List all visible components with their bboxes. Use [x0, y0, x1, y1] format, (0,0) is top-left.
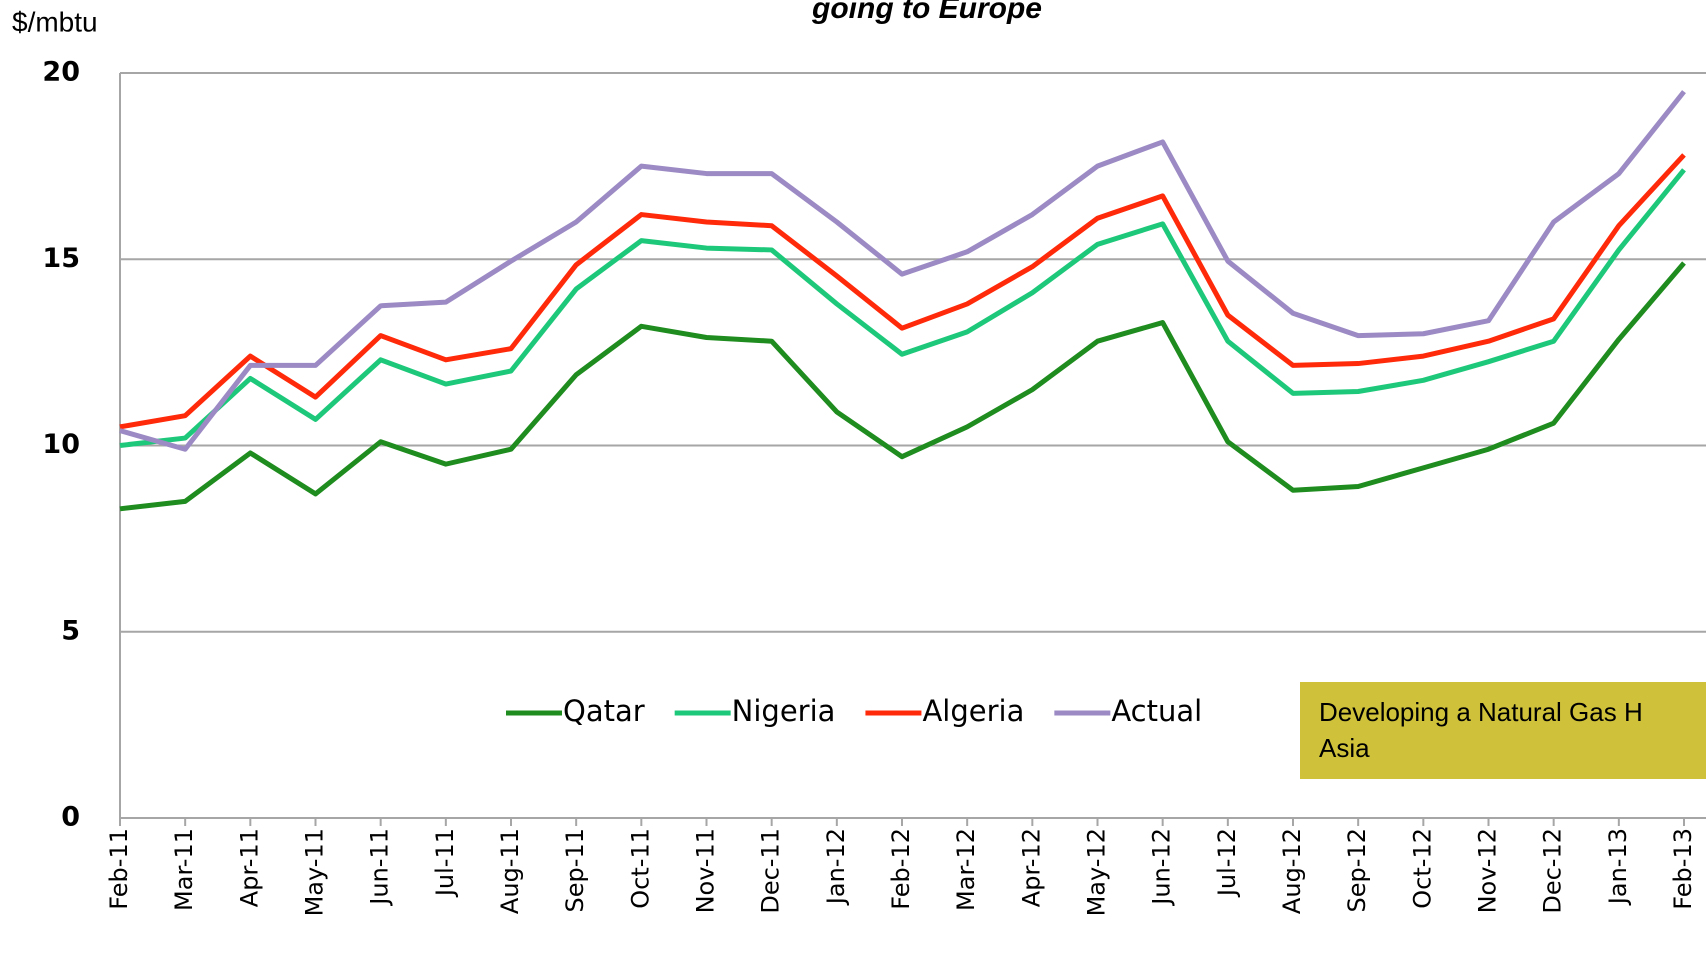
x-tick-label: Oct-11 [626, 828, 654, 909]
x-tick-label: May-12 [1083, 828, 1111, 916]
x-tick-label: Jan-12 [822, 828, 850, 906]
y-tick-label: 0 [61, 802, 80, 833]
legend-label: Nigeria [732, 694, 836, 728]
series-line [119, 261, 1686, 512]
y-tick-label: 5 [61, 615, 80, 646]
series-line [119, 90, 1686, 452]
x-tick-label: Sep-12 [1343, 828, 1371, 912]
x-tick-label: Nov-12 [1474, 828, 1502, 913]
legend-label: Algeria [922, 694, 1024, 728]
legend-label: Qatar [563, 694, 645, 728]
x-tick-label: Apr-12 [1017, 828, 1045, 907]
series-line [119, 168, 1686, 448]
x-tick-label: Apr-11 [235, 828, 263, 907]
x-tick-label: May-11 [301, 828, 329, 916]
x-tick-label: Jul-11 [431, 828, 459, 898]
x-tick-label: Nov-11 [692, 828, 720, 913]
x-tick-label: Jun-11 [366, 828, 394, 907]
x-tick-label: Jan-13 [1604, 828, 1632, 906]
x-tick-label: Dec-12 [1539, 828, 1567, 914]
chart-title: going to Europe [811, 0, 1042, 25]
x-tick-label: Mar-12 [952, 828, 980, 911]
x-tick-label: Mar-11 [170, 828, 198, 911]
x-tick-label: Aug-11 [496, 828, 524, 914]
y-tick-label: 20 [42, 57, 80, 88]
series-line [119, 153, 1686, 430]
x-tick-label: Jun-12 [1148, 828, 1176, 907]
x-tick-label: Jul-12 [1213, 828, 1241, 898]
annotation-line: Asia [1319, 733, 1370, 763]
x-tick-label: Feb-11 [105, 828, 133, 910]
x-tick-label: Aug-12 [1278, 828, 1306, 914]
legend-label: Actual [1111, 694, 1202, 728]
x-tick-label: Dec-11 [757, 828, 785, 914]
x-tick-label: Feb-13 [1669, 828, 1697, 910]
x-tick-label: Oct-12 [1408, 828, 1436, 909]
y-tick-label: 10 [42, 429, 80, 460]
x-tick-label: Feb-12 [887, 828, 915, 910]
annotation-line: Developing a Natural Gas H [1319, 697, 1643, 727]
annotation-box [1300, 682, 1706, 779]
y-tick-label: 15 [42, 243, 80, 274]
y-axis-label: $/mbtu [12, 6, 98, 37]
x-tick-label: Sep-11 [561, 828, 589, 912]
